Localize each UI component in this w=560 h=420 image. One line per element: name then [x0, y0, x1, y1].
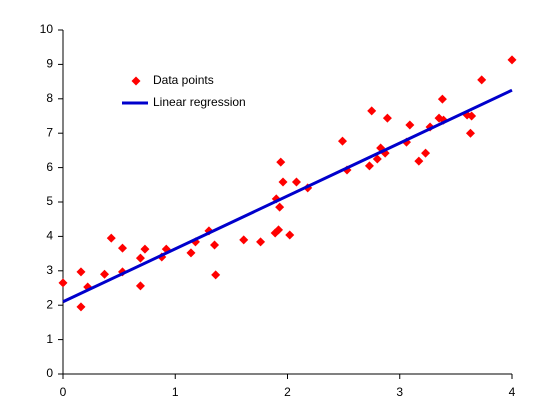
data-point	[210, 240, 220, 250]
data-point	[117, 243, 127, 253]
x-tick-label: 2	[284, 385, 291, 399]
data-point	[100, 269, 110, 279]
data-point	[367, 106, 377, 116]
data-point	[135, 253, 145, 263]
data-point	[58, 278, 68, 288]
y-tick-label: 5	[46, 194, 53, 208]
x-tick-label: 3	[396, 385, 403, 399]
data-point	[275, 202, 285, 212]
data-point	[76, 302, 86, 312]
data-point	[276, 157, 286, 167]
data-point	[291, 177, 301, 187]
data-point	[382, 113, 392, 123]
data-point	[106, 233, 116, 243]
y-tick-label: 10	[40, 22, 54, 36]
data-point	[157, 252, 167, 262]
regression-line	[62, 88, 513, 304]
y-tick-label: 9	[46, 57, 53, 71]
data-point	[239, 235, 249, 245]
y-tick-label: 7	[46, 125, 53, 139]
data-point	[405, 120, 415, 130]
data-point	[186, 248, 196, 258]
y-tick-label: 3	[46, 263, 53, 277]
data-point	[135, 281, 145, 291]
data-point	[421, 148, 431, 158]
x-tick-label: 4	[509, 385, 516, 399]
data-point	[437, 94, 447, 104]
data-point	[465, 128, 475, 138]
y-tick-label: 1	[46, 332, 53, 346]
data-point	[372, 154, 382, 164]
data-point	[477, 75, 487, 85]
data-point	[364, 161, 374, 171]
y-tick-label: 6	[46, 160, 53, 174]
y-tick-label: 0	[46, 366, 53, 380]
data-point	[467, 111, 477, 121]
data-point	[256, 237, 266, 247]
x-tick-label: 0	[60, 385, 67, 399]
data-point	[285, 230, 295, 240]
data-point	[211, 270, 221, 280]
data-point	[274, 225, 284, 235]
data-point	[278, 177, 288, 187]
data-point	[338, 136, 348, 146]
y-tick-label: 4	[46, 229, 53, 243]
y-tick-label: 8	[46, 91, 53, 105]
y-tick-label: 2	[46, 297, 53, 311]
legend-label: Linear regression	[153, 95, 246, 109]
data-point	[140, 244, 150, 254]
x-tick-label: 1	[172, 385, 179, 399]
data-point	[76, 267, 86, 277]
data-point	[507, 55, 517, 65]
legend-label: Data points	[153, 73, 214, 87]
legend-swatch	[131, 76, 141, 86]
data-point	[414, 156, 424, 166]
